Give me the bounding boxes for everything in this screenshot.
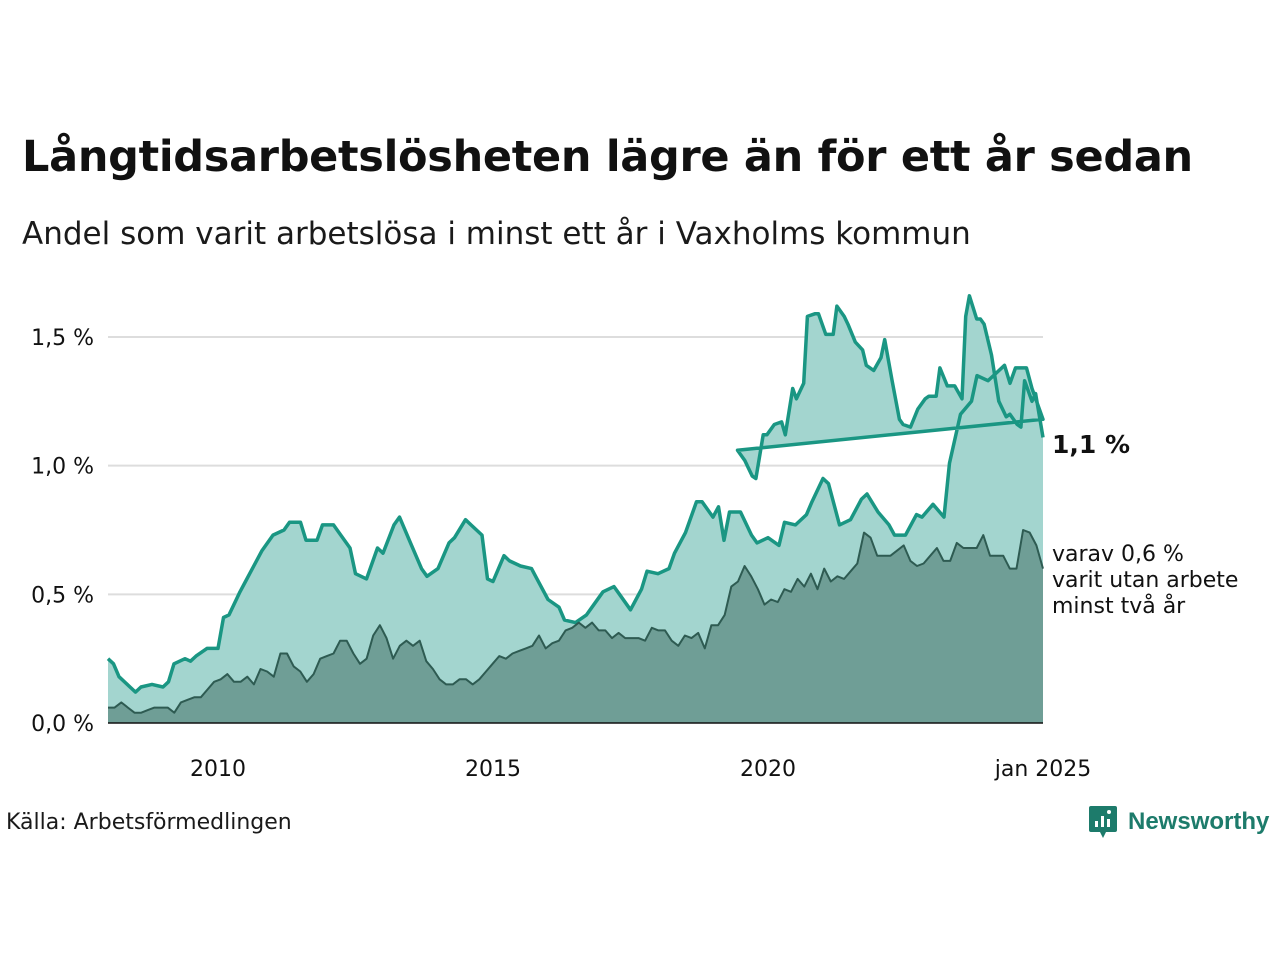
chart-title: Långtidsarbetslösheten lägre än för ett … — [22, 132, 1193, 182]
brand-name: Newsworthy — [1128, 808, 1270, 835]
x-tick-label: jan 2025 — [994, 757, 1092, 782]
x-tick-label: 2020 — [740, 757, 796, 782]
x-tick-label: 2015 — [465, 757, 521, 782]
chart-subtitle: Andel som varit arbetslösa i minst ett å… — [22, 216, 971, 252]
end-label-sub-line-1: varav 0,6 % — [1052, 542, 1184, 567]
end-label-sub-line-3: minst två år — [1052, 593, 1186, 619]
y-tick-label: 0,0 % — [31, 712, 94, 737]
source-note: Källa: Arbetsförmedlingen — [6, 810, 292, 835]
end-label-main: 1,1 % — [1052, 430, 1130, 459]
y-tick-label: 1,0 % — [31, 455, 94, 480]
y-tick-label: 0,5 % — [31, 583, 94, 608]
newsworthy-logo-icon — [1089, 806, 1117, 838]
end-label-sub-line-2: varit utan arbete — [1052, 568, 1238, 593]
line-two-years-unemployed — [108, 529, 1044, 714]
line-long-term-unemployed — [106, 294, 1045, 694]
end-label-sub: varav 0,6 % varit utan arbete minst två … — [1052, 542, 1238, 619]
y-tick-label: 1,5 % — [31, 326, 94, 351]
x-tick-label: 2010 — [190, 757, 246, 782]
brand-logo: Newsworthy — [1088, 804, 1269, 840]
